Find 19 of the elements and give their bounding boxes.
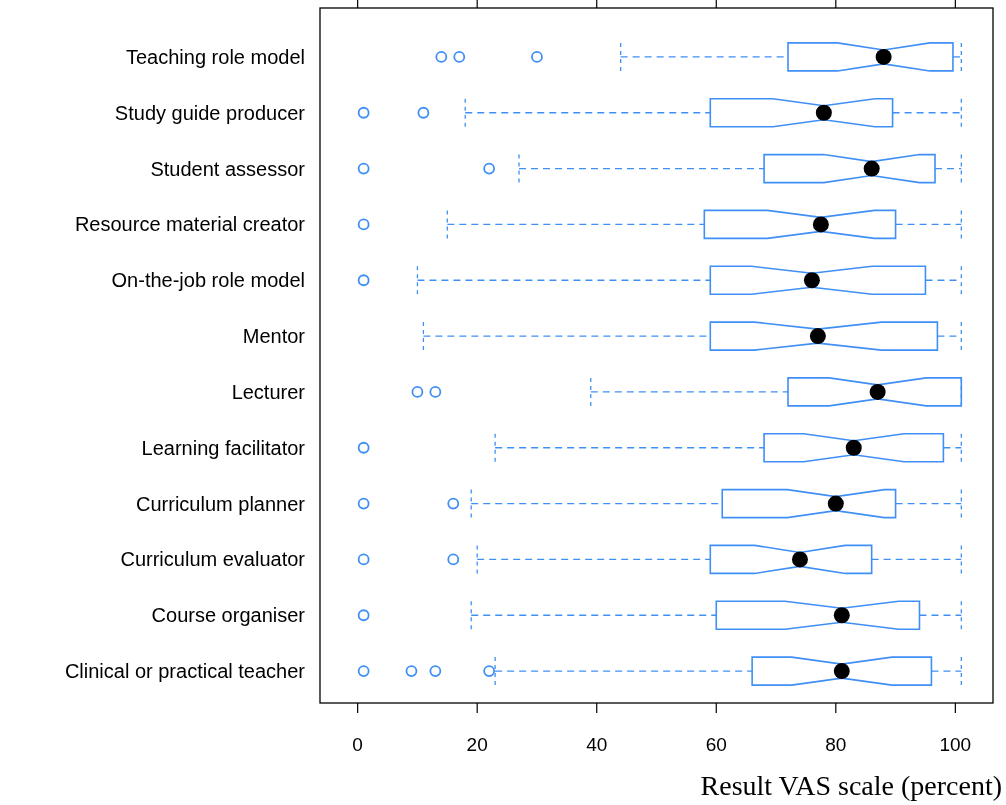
- x-tick-label: 0: [352, 734, 363, 755]
- y-tick-label: Lecturer: [231, 380, 306, 403]
- y-tick-label: Clinical or practical teacher: [64, 660, 306, 683]
- x-tick-label: 80: [825, 734, 847, 755]
- x-tick-label: 20: [466, 734, 488, 755]
- y-tick-label: Student assessor: [150, 157, 306, 180]
- x-tick-label: 60: [705, 734, 727, 755]
- y-tick-label: Learning facilitator: [141, 436, 306, 459]
- y-tick-label: Resource material creator: [74, 213, 306, 236]
- x-tick-label: 100: [939, 734, 972, 755]
- y-tick-label: Study guide producer: [114, 101, 306, 124]
- y-tick-label: Curriculum planner: [136, 492, 306, 515]
- x-tick-label: 40: [586, 734, 608, 755]
- y-tick-label: Course organiser: [151, 604, 306, 627]
- x-axis-title: Result VAS scale (percent): [700, 770, 1002, 801]
- y-tick-label: Mentor: [242, 325, 306, 348]
- y-tick-label: Teaching role model: [126, 45, 305, 68]
- y-tick-label: Curriculum evaluator: [120, 548, 306, 571]
- y-tick-label: On-the-job role model: [111, 269, 305, 292]
